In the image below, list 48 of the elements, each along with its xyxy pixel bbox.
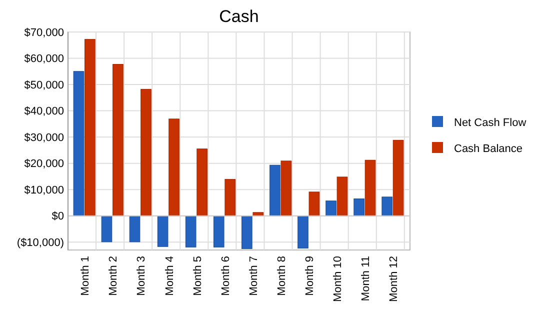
bar [101,216,112,242]
bar [112,64,124,216]
y-tick-label: ($10,000) [16,236,64,249]
bar [392,140,404,216]
chart-title: Cash [219,7,259,26]
y-tick-label: $30,000 [24,132,64,144]
y-tick-label: $40,000 [24,106,64,118]
bar [157,216,168,247]
bar [224,179,236,216]
bar [252,212,264,216]
bar [270,164,280,216]
y-tick-label: $70,000 [24,26,64,39]
bar [326,200,336,216]
bar [140,88,152,216]
y-tick-label: $0 [52,210,64,223]
y-tick-label: $20,000 [24,158,64,170]
x-tick-label: Month 5 [192,256,204,296]
bar [298,216,308,248]
x-tick-label: Month 10 [332,256,344,302]
y-tick-label: $60,000 [24,53,64,66]
x-tick-label: Month 7 [248,256,260,296]
bar [196,148,208,216]
bar [168,118,180,216]
bar [336,176,348,216]
bar [129,216,140,242]
bar [308,192,320,216]
x-tick-label: Month 1 [80,256,92,296]
x-tick-label: Month 11 [360,256,372,302]
x-tick-label: Month 3 [136,256,148,296]
x-tick-label: Month 4 [164,256,176,296]
bar [213,216,224,248]
x-tick-label: Month 8 [276,256,288,296]
bar [185,216,196,248]
legend-label: Cash Balance [454,142,522,155]
y-tick-label: $10,000 [24,184,64,196]
bar [84,39,96,216]
bar [382,196,392,216]
bar [354,198,364,216]
x-tick-label: Month 9 [304,256,316,296]
bar [364,160,376,216]
x-tick-label: Month 12 [388,256,400,302]
legend-label: Net Cash Flow [454,116,526,129]
y-tick-label: $50,000 [24,79,64,92]
bar [242,216,252,249]
x-tick-label: Month 2 [108,256,120,296]
bar [73,71,84,216]
bar [280,160,292,216]
x-tick-label: Month 6 [220,256,232,296]
